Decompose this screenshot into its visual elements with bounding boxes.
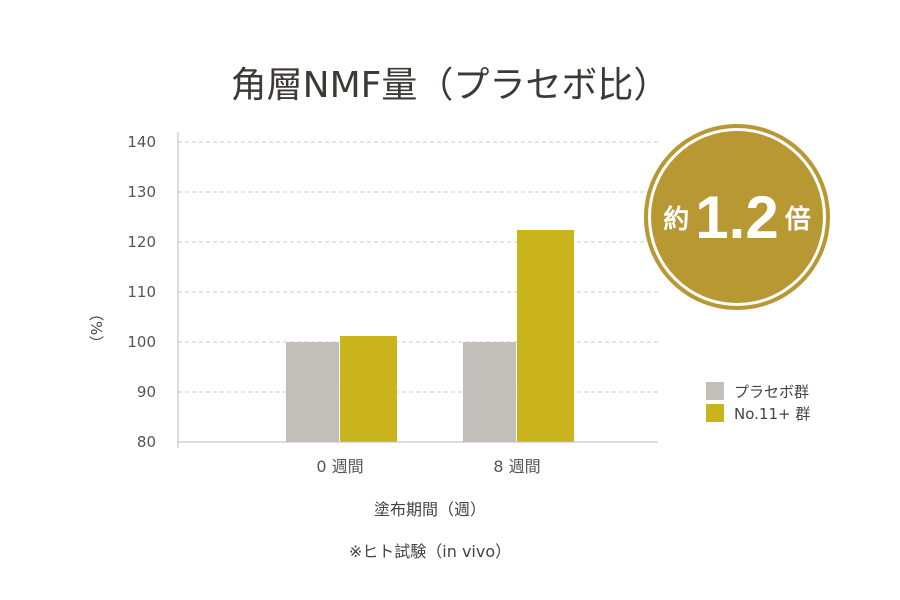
bar-placebo — [286, 342, 339, 442]
y-tick-label: 80 — [137, 433, 156, 451]
badge-prefix: 約 — [663, 204, 690, 235]
legend: プラセボ群 No.11+ 群 — [706, 380, 810, 424]
ratio-badge: 約 1.2 倍 — [644, 124, 830, 310]
x-tick-label: 8 週間 — [493, 457, 540, 476]
bar-no11 — [340, 336, 397, 442]
x-axis-label: 塗布期間（週） — [373, 500, 486, 519]
bar-placebo — [463, 342, 516, 442]
legend-item-placebo: プラセボ群 — [706, 380, 810, 402]
footnote: ※ヒト試験（in vivo） — [348, 542, 512, 561]
badge-value: 1.2 — [695, 183, 779, 251]
y-tick-label: 110 — [127, 283, 156, 301]
chart-title: 角層NMF量（プラセボ比） — [230, 65, 670, 106]
legend-label: プラセボ群 — [734, 382, 810, 401]
y-tick-label: 140 — [127, 133, 156, 151]
y-tick-label: 90 — [137, 383, 156, 401]
x-tick-label: 0 週間 — [316, 457, 363, 476]
y-tick-label: 130 — [127, 183, 156, 201]
badge-suffix: 倍 — [784, 204, 811, 235]
legend-label: No.11+ 群 — [734, 404, 811, 423]
y-axis-label: （%） — [87, 306, 105, 351]
legend-swatch — [706, 404, 724, 422]
legend-swatch — [706, 382, 724, 400]
legend-item-no11: No.11+ 群 — [706, 402, 810, 424]
bar-no11 — [517, 230, 574, 442]
y-tick-label: 120 — [127, 233, 156, 251]
y-tick-label: 100 — [127, 333, 156, 351]
